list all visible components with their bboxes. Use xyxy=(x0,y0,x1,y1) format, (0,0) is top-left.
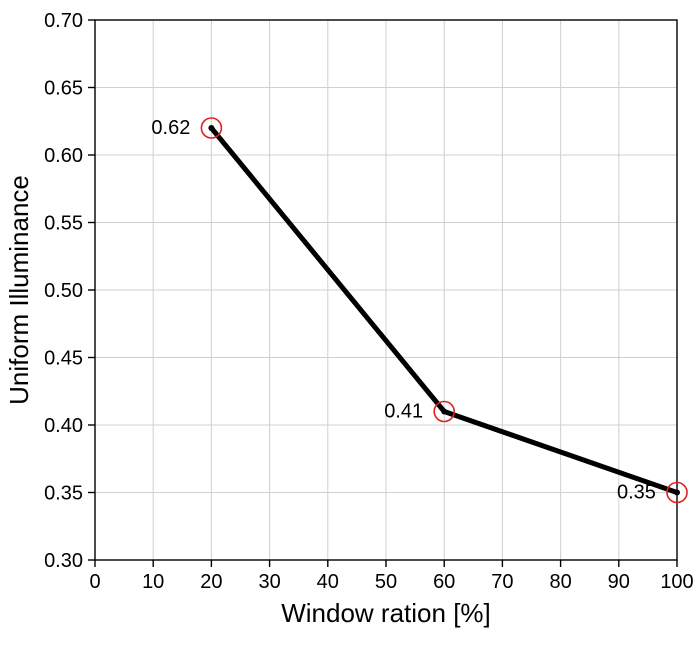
x-tick-label: 0 xyxy=(89,571,100,593)
x-tick-label: 80 xyxy=(549,571,571,593)
y-tick-label: 0.55 xyxy=(44,213,83,235)
y-tick-label: 0.40 xyxy=(44,415,83,437)
y-tick-label: 0.45 xyxy=(44,348,83,370)
y-tick-label: 0.50 xyxy=(44,280,83,302)
x-tick-label: 100 xyxy=(660,571,693,593)
chart-container: 0.62 0.41 0.35 0 10 20 30 40 50 60 70 80 90 100 0.30 0.… xyxy=(0,0,697,652)
series-dot xyxy=(441,409,447,415)
x-tick-label: 20 xyxy=(200,571,222,593)
x-tick-label: 90 xyxy=(608,571,630,593)
series-dot xyxy=(208,125,214,131)
y-tick-label: 0.35 xyxy=(44,483,83,505)
point-label: 0.41 xyxy=(384,401,423,423)
x-tick-label: 40 xyxy=(317,571,339,593)
x-tick-label: 70 xyxy=(491,571,513,593)
y-tick-label: 0.70 xyxy=(44,10,83,32)
y-tick-label: 0.60 xyxy=(44,145,83,167)
x-axis-label: Window ration [%] xyxy=(281,598,491,628)
x-tick-label: 30 xyxy=(258,571,280,593)
point-label: 0.62 xyxy=(151,117,190,139)
line-chart: 0.62 0.41 0.35 0 10 20 30 40 50 60 70 80 90 100 0.30 0.… xyxy=(0,0,697,652)
y-tick-label: 0.30 xyxy=(44,550,83,572)
x-tick-label: 60 xyxy=(433,571,455,593)
x-tick-label: 10 xyxy=(142,571,164,593)
point-label: 0.35 xyxy=(617,482,656,504)
y-axis-label: Uniform Illuminance xyxy=(4,175,34,405)
x-tick-label: 50 xyxy=(375,571,397,593)
y-tick-label: 0.65 xyxy=(44,78,83,100)
series-dot xyxy=(674,490,680,496)
